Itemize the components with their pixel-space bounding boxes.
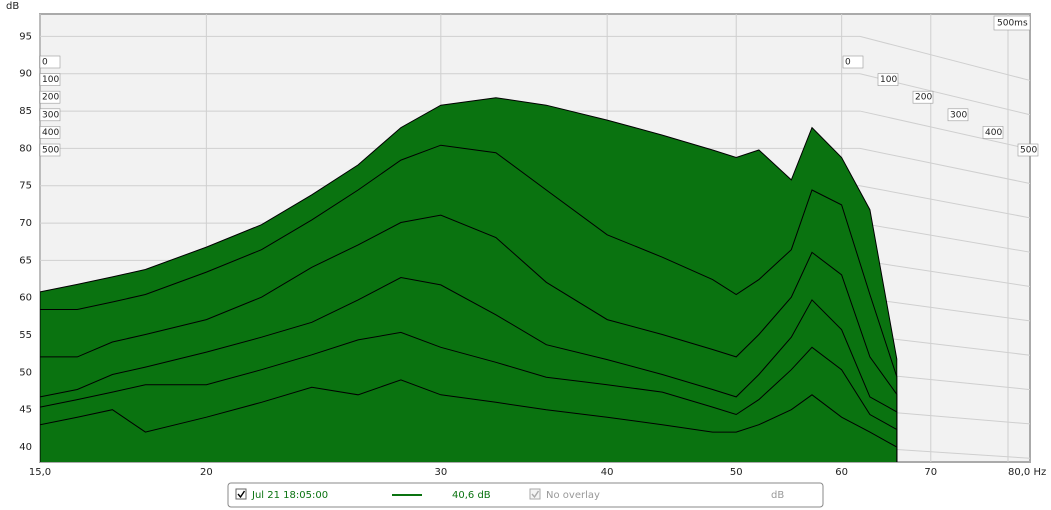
checkmark	[237, 490, 246, 499]
depth-tick-box	[877, 73, 899, 86]
y-tick-label: 40	[19, 442, 32, 453]
depth-tick: 0	[39, 55, 61, 69]
y-tick-label: 70	[19, 218, 32, 229]
depth-tick-label: 100	[42, 75, 59, 85]
legend-name: Jul 21 18:05:00	[251, 490, 328, 501]
y-tick-label: 90	[19, 69, 32, 80]
grid-line	[859, 185, 1031, 219]
grid-line	[859, 147, 1031, 184]
y-tick-label: 60	[19, 293, 32, 304]
y-tick-label: 85	[19, 106, 32, 117]
legend-unit: dB	[771, 490, 784, 501]
depth-label-box	[993, 15, 1031, 31]
depth-tick-box	[39, 143, 61, 157]
y-tick-label: 50	[19, 367, 32, 378]
depth-tick-box	[39, 126, 61, 139]
grid-line	[859, 222, 1031, 253]
y-axis-label: dB	[6, 1, 19, 12]
y-tick-label: 75	[19, 181, 32, 192]
depth-tick: 300	[947, 108, 969, 122]
x-tick-label: 50	[730, 467, 743, 478]
legend-checkbox[interactable]	[235, 488, 247, 500]
overlay-checkbox[interactable]	[529, 488, 541, 500]
x-tick-label: 20	[200, 467, 213, 478]
y-tick-label: 45	[19, 405, 32, 416]
depth-axis-label: 500ms	[997, 19, 1028, 29]
legend-level: 40,6 dB	[452, 490, 491, 501]
depth-tick-label: 500	[42, 146, 59, 156]
depth-tick-label: 400	[42, 128, 59, 138]
depth-tick-box	[39, 73, 61, 86]
depth-tick: 500	[39, 143, 61, 157]
depth-tick-label: 200	[42, 93, 59, 103]
overlay-label: No overlay	[546, 490, 600, 501]
y-tick-label: 80	[19, 143, 32, 154]
grid-line	[859, 297, 1031, 322]
depth-tick-label: 100	[880, 75, 897, 85]
x-tick-label: 70	[924, 467, 937, 478]
depth-tick: 100	[39, 73, 61, 86]
y-tick-label: 65	[19, 255, 32, 266]
depth-tick-box	[947, 108, 969, 122]
depth-tick-label: 0	[42, 58, 48, 68]
y-tick-label: 55	[19, 330, 32, 341]
x-tick-label: 80,0 Hz	[1008, 467, 1046, 478]
depth-tick-box	[842, 55, 864, 69]
x-tick-label: 15,0	[29, 467, 51, 478]
depth-tick-box	[39, 55, 61, 69]
depth-tick-box	[912, 90, 934, 104]
grid-line	[859, 35, 1031, 81]
depth-tick-box	[39, 90, 61, 104]
depth-tick: 500	[1017, 143, 1039, 157]
depth-tick: 200	[39, 90, 61, 104]
depth-tick: 400	[982, 126, 1004, 139]
x-tick-label: 30	[434, 467, 447, 478]
depth-tick-box	[982, 126, 1004, 139]
x-tick-label: 40	[601, 467, 614, 478]
depth-tick-box	[1017, 143, 1039, 157]
depth-tick-label: 300	[950, 110, 967, 120]
depth-tick: 300	[39, 108, 61, 122]
depth-tick-label: 200	[915, 93, 932, 103]
depth-tick: 400	[39, 126, 61, 139]
depth-tick: 200	[912, 90, 934, 104]
waterfall-slice	[40, 379, 898, 462]
depth-tick-box	[39, 108, 61, 122]
grid-line	[859, 110, 1031, 150]
depth-tick-label: 500	[1020, 146, 1037, 156]
depth-tick-label: 400	[985, 128, 1002, 138]
legend-box	[227, 482, 824, 508]
x-tick-label: 60	[835, 467, 848, 478]
depth-tick: 0	[842, 55, 864, 69]
checkmark	[531, 490, 540, 499]
depth-tick-label: 300	[42, 110, 59, 120]
y-tick-label: 95	[19, 31, 32, 42]
depth-tick: 100	[877, 73, 899, 86]
depth-tick-label: 0	[845, 58, 851, 68]
grid-line	[859, 259, 1031, 288]
